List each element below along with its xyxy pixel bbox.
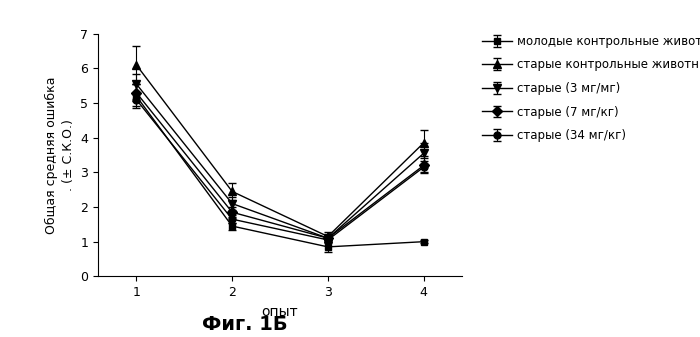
Text: Фиг. 1Б: Фиг. 1Б — [202, 315, 288, 334]
Y-axis label: Общая средняя ошибка
. (± С.К.О.): Общая средняя ошибка . (± С.К.О.) — [45, 76, 75, 234]
Legend: молодые контрольные животные, старые контрольные животные, старые (3 мг/мг), ста: молодые контрольные животные, старые кон… — [482, 35, 700, 142]
X-axis label: опыт: опыт — [262, 305, 298, 318]
